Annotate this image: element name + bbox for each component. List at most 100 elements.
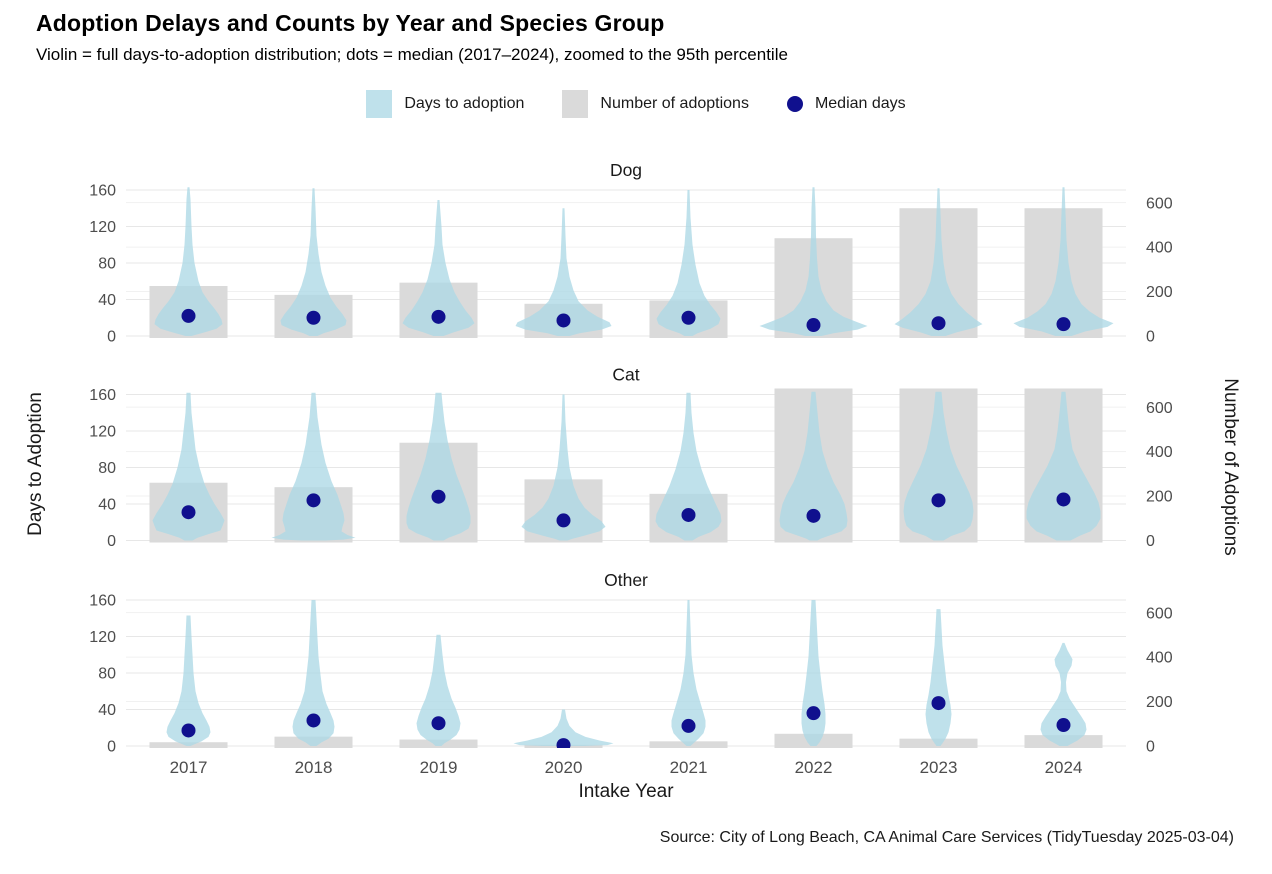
violin: [513, 709, 614, 746]
violin: [655, 392, 722, 541]
x-axis-tick-label: 2022: [795, 758, 833, 777]
violin: [779, 391, 848, 541]
violin: [759, 187, 868, 336]
y-axis-tick-label: 120: [89, 424, 116, 441]
facet-panel-other: 0 40 80 120 160 0 200 400 600 Other: [89, 570, 1173, 755]
legend-item-median-days: Median days: [786, 95, 906, 113]
violin: [925, 609, 952, 746]
x-axis-tick-label: 2021: [670, 758, 708, 777]
x-axis-tick-label: 2024: [1045, 758, 1083, 777]
violin: [402, 200, 475, 336]
y-axis-tick-label: 80: [98, 666, 116, 683]
violin: [280, 188, 347, 336]
y-axis-tick-label: 0: [107, 739, 116, 756]
median-dot: [306, 713, 321, 728]
y-axis-tick-label: 160: [89, 593, 116, 610]
legend-label: Median days: [814, 95, 906, 112]
facet-strip-label: Cat: [612, 365, 639, 385]
median-dot: [1056, 718, 1071, 733]
facet-strip-label: Dog: [610, 160, 642, 180]
facet-marks: [149, 388, 1103, 543]
median-dot: [306, 493, 321, 508]
y-axis-tick-label: 40: [98, 292, 116, 309]
y-axis-tick-label: 40: [98, 702, 116, 719]
violin: [656, 190, 721, 336]
source-caption: Source: City of Long Beach, CA Animal Ca…: [659, 829, 1234, 846]
median-dot: [556, 313, 571, 328]
median-dot: [1056, 492, 1071, 507]
x-axis-title: Intake Year: [578, 781, 674, 802]
median-dot: [806, 706, 821, 721]
violin: [671, 600, 706, 746]
median-dot: [681, 718, 696, 733]
y-axis-tick-label: 80: [98, 460, 116, 477]
facet-marks: [149, 187, 1114, 338]
median-dot: [1056, 317, 1071, 332]
y2-axis-tick-label: 400: [1146, 650, 1173, 667]
y2-axis-tick-label: 600: [1146, 195, 1173, 212]
median-dot: [931, 316, 946, 331]
left-axis-title: Days to Adoption: [25, 392, 46, 536]
median-dot: [931, 493, 946, 508]
violin: [515, 208, 612, 336]
median-dot: [556, 513, 571, 528]
violin: [271, 392, 356, 541]
median-dot: [181, 723, 196, 738]
violin: [1026, 391, 1101, 541]
x-axis-tick-label: 2017: [170, 758, 208, 777]
bar-area-swatch-icon: [562, 90, 589, 118]
violin: [166, 615, 211, 746]
violin: [903, 391, 974, 541]
median-dot: [431, 716, 446, 731]
plot-area: 040801201600200400600Dog0408012016002004…: [89, 160, 1173, 777]
median-dot: [556, 738, 571, 748]
chart-title: Adoption Delays and Counts by Year and S…: [36, 10, 665, 36]
violin: [801, 600, 826, 746]
legend-label: Days to adoption: [404, 95, 525, 112]
y2-axis-tick-label: 400: [1146, 444, 1173, 461]
y-axis-tick-label: 120: [89, 629, 116, 646]
x-axis-tick-label: 2023: [920, 758, 958, 777]
violin: [416, 634, 461, 746]
y2-axis-tick-label: 200: [1146, 489, 1173, 506]
median-dot: [931, 696, 946, 711]
x-axis-tick-label: 2019: [420, 758, 458, 777]
median-dot: [181, 308, 196, 323]
violin: [154, 187, 223, 336]
y2-axis-tick-label: 0: [1146, 533, 1155, 550]
y2-axis-tick-label: 200: [1146, 284, 1173, 301]
legend: Days to adoption Number of adoptions Med…: [0, 90, 1272, 118]
y2-axis-tick-label: 0: [1146, 739, 1155, 756]
y-axis-tick-label: 120: [89, 219, 116, 236]
violin-area-swatch-icon: [366, 90, 393, 118]
y-axis-tick-label: 160: [89, 387, 116, 404]
median-dot: [431, 489, 446, 504]
x-axis-tick-label: 2020: [545, 758, 583, 777]
legend-item-number-of-adoptions: Number of adoptions: [562, 90, 749, 118]
y-axis-tick-label: 40: [98, 497, 116, 514]
y-axis-tick-label: 160: [89, 183, 116, 200]
violin: [152, 392, 225, 541]
y2-axis-tick-label: 400: [1146, 240, 1173, 257]
y-axis-tick-label: 0: [107, 329, 116, 346]
violin: [1040, 642, 1087, 746]
y-axis-tick-label: 0: [107, 533, 116, 550]
facet-strip-label: Other: [604, 570, 648, 590]
facet-panel-cat: 0 40 80 120 160 0 200 400 600 Cat: [89, 365, 1173, 550]
y2-axis-tick-label: 600: [1146, 400, 1173, 417]
legend-item-days-to-adoption: Days to adoption: [366, 90, 524, 118]
violin: [406, 392, 471, 541]
median-dot-swatch-icon: [786, 96, 803, 112]
legend-label: Number of adoptions: [600, 95, 749, 112]
y2-axis-tick-label: 600: [1146, 605, 1173, 622]
y2-axis-tick-label: 200: [1146, 694, 1173, 711]
chart-subtitle: Violin = full days-to-adoption distribut…: [36, 45, 788, 64]
median-dot: [806, 318, 821, 333]
facet-marks: [149, 600, 1103, 748]
violin: [1013, 187, 1114, 336]
median-dot: [806, 508, 821, 523]
right-axis-title: Number of Adoptions: [1220, 378, 1241, 556]
y2-axis-tick-label: 0: [1146, 329, 1155, 346]
x-axis-tick-label: 2018: [295, 758, 333, 777]
